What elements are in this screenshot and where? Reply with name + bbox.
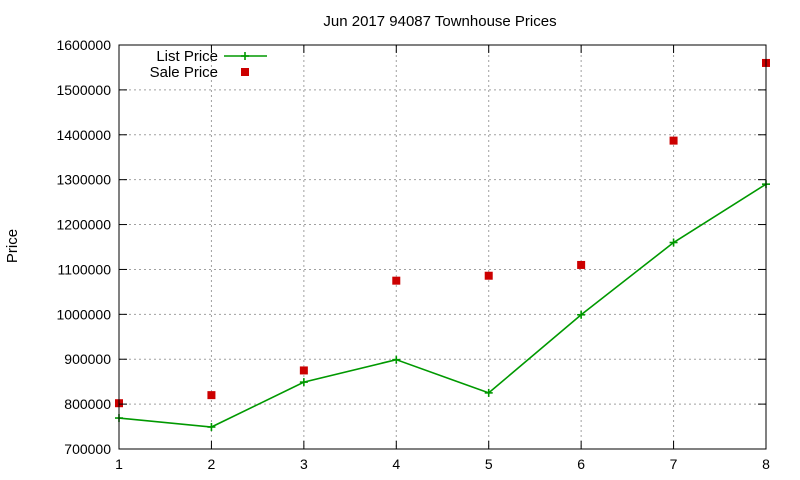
- list-price-point: [577, 310, 586, 319]
- legend-marker-list-price: [241, 52, 249, 60]
- legend-marker-sale-price: [241, 68, 249, 76]
- series-layer: [115, 58, 770, 432]
- y-tick-label: 1000000: [56, 306, 111, 322]
- y-tick-label: 1600000: [56, 37, 111, 53]
- y-tick-label: 1100000: [58, 261, 112, 277]
- plot-frame: [118, 44, 767, 450]
- sale-price-point: [484, 271, 493, 280]
- y-axis-label: Price: [4, 229, 21, 263]
- sale-price-point: [392, 276, 401, 285]
- x-tick-label: 1: [115, 456, 123, 472]
- sale-price-point: [577, 260, 586, 269]
- x-tick-label: 7: [670, 456, 678, 472]
- list-price-line: [118, 183, 767, 428]
- y-tick-label: 1400000: [56, 127, 111, 143]
- x-tick-label: 3: [300, 456, 308, 472]
- x-tick-label: 6: [577, 456, 585, 472]
- legend-label-sale-price: Sale Price: [150, 64, 218, 81]
- list-price-point: [207, 423, 216, 432]
- y-tick-label: 1300000: [56, 172, 111, 188]
- x-tick-label: 5: [485, 456, 493, 472]
- legend-label-list-price: List Price: [156, 48, 218, 65]
- x-tick-label: 2: [208, 456, 216, 472]
- x-tick-label: 4: [392, 456, 400, 472]
- sale-price-point: [207, 391, 216, 400]
- sale-price-point: [299, 366, 308, 375]
- list-price-point: [669, 238, 678, 247]
- y-tick-label: 800000: [64, 396, 111, 412]
- sale-price-point: [669, 136, 678, 145]
- list-price-point: [299, 378, 308, 387]
- list-price-point: [392, 355, 401, 364]
- y-tick-label: 700000: [64, 441, 111, 457]
- y-tick-label: 1200000: [56, 217, 111, 233]
- axis-ticks: 700000 800000 900000 1000000 1100000 1200000 1…: [56, 37, 770, 472]
- list-price-point: [484, 388, 493, 397]
- y-tick-label: 900000: [64, 351, 111, 367]
- chart-title: Jun 2017 94087 Townhouse Prices: [323, 13, 556, 30]
- y-tick-label: 1500000: [56, 82, 111, 98]
- x-tick-label: 8: [762, 456, 770, 472]
